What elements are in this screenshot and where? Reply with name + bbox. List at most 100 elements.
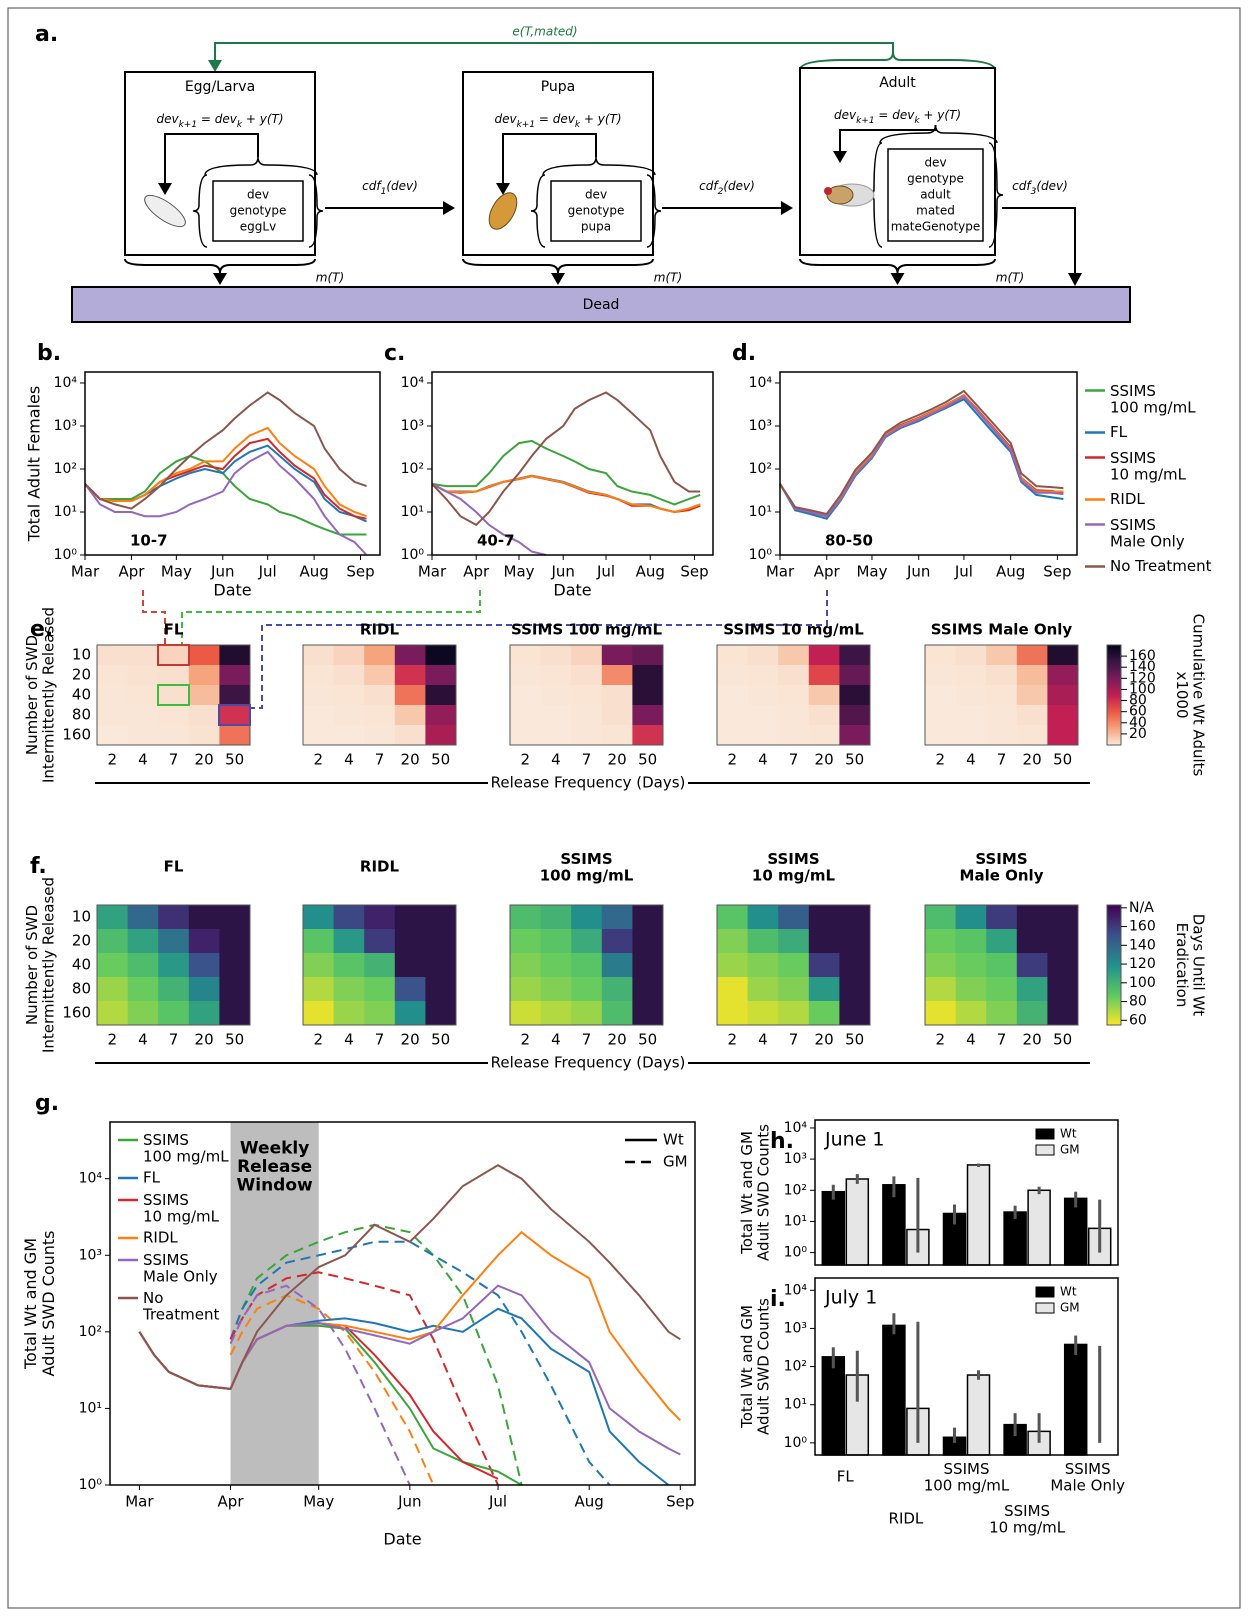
legend-label: SSIMS Male Only	[143, 1250, 218, 1285]
colorbar-slice	[1107, 710, 1121, 713]
panel-label: i.	[770, 1287, 786, 1312]
heat-cell	[219, 665, 251, 686]
heat-cell	[955, 977, 987, 1002]
heatmap-title: SSIMS 100 mg/mL	[540, 849, 634, 884]
heat-cell	[303, 665, 335, 686]
heat-cell	[955, 685, 987, 706]
colorbar-frame	[1106, 904, 1122, 1026]
heat-cell	[1016, 725, 1048, 746]
heat-cell	[394, 645, 426, 666]
heat-cell	[97, 953, 129, 978]
heat-cell	[717, 645, 749, 666]
y-tick-label: 10¹	[79, 1400, 102, 1416]
x-tick-label: 7	[169, 1031, 179, 1049]
x-tick-label: 50	[845, 751, 864, 769]
x-tick-label: 2	[936, 1031, 946, 1049]
y-tick-label: 10	[72, 908, 91, 926]
heat-cell	[601, 665, 633, 686]
bar	[821, 1190, 846, 1266]
heat-cell	[1016, 645, 1048, 666]
heat-cell	[127, 929, 159, 954]
colorbar-slice	[1107, 963, 1121, 966]
x-tick-label: 20	[401, 1031, 420, 1049]
heat-cell	[1047, 685, 1079, 706]
heat-cell	[1016, 953, 1048, 978]
colorbar-slice	[1107, 955, 1121, 958]
colorbar-slice	[1107, 965, 1121, 968]
colorbar-slice	[1107, 931, 1121, 934]
colorbar-slice	[1107, 708, 1121, 711]
heat-cell	[717, 685, 749, 706]
heat-cell	[601, 953, 633, 978]
x-tick-label: 7	[169, 751, 179, 769]
x-tick-label: 2	[314, 751, 324, 769]
formula-part: = dev	[535, 112, 576, 126]
colorbar-slice	[1107, 923, 1121, 926]
heat-cell	[97, 645, 129, 666]
heat-cell	[925, 1001, 957, 1026]
heatmap-frame	[302, 644, 457, 746]
transition-part: 1	[381, 187, 387, 197]
heat-cell	[188, 953, 220, 978]
heat-cell	[333, 977, 365, 1002]
label-backdrop	[488, 1053, 688, 1073]
y-axis-label: Number of SWDIntermittently Released	[22, 607, 57, 783]
state-attribute: genotype	[568, 204, 625, 218]
y-tick-label: 80	[72, 706, 91, 724]
colorbar-slice	[1107, 993, 1121, 996]
transition-arrow	[1002, 207, 1076, 275]
x-tick-label: Jul	[488, 1493, 507, 1511]
heat-cell	[127, 665, 159, 686]
formula-part: + y(T)	[242, 112, 283, 126]
y-tick-label: 10⁰	[749, 547, 773, 563]
series-line	[84, 454, 367, 536]
heatmap-title: FL	[164, 621, 184, 639]
colorbar-slice	[1107, 1013, 1121, 1016]
panel-label: c.	[384, 341, 405, 366]
heat-cell	[1047, 645, 1079, 666]
x-tick-label: Mar	[418, 563, 447, 581]
formula-part: k	[237, 120, 243, 130]
series-line	[84, 391, 367, 510]
heatmap-title: SSIMS 100 mg/mL	[511, 621, 662, 639]
heat-cell	[808, 665, 840, 686]
heat-cell	[601, 725, 633, 746]
heat-cell	[955, 725, 987, 746]
heatmap-title: RIDL	[360, 621, 400, 639]
heatmap-title: FL	[164, 858, 184, 876]
state-attribute: mateGenotype	[891, 220, 981, 234]
heat-cell	[601, 1001, 633, 1026]
heat-cell	[571, 665, 603, 686]
heat-cell	[425, 929, 457, 954]
fly-eye	[824, 187, 832, 195]
heat-cell	[571, 905, 603, 930]
colorbar-slice	[1107, 646, 1121, 649]
panel-label: g.	[35, 1091, 59, 1116]
feedback-label: e(T,mated)	[512, 25, 577, 39]
x-axis-label: Date	[553, 581, 591, 600]
colorbar-slice	[1107, 997, 1121, 1000]
x-tick-label: 4	[758, 1031, 768, 1049]
y-tick-label: 10⁰	[784, 1245, 808, 1261]
brace	[308, 174, 324, 248]
x-tick-label: 50	[1053, 1031, 1072, 1049]
colorbar-slice	[1107, 663, 1121, 666]
legend-swatch	[1035, 1302, 1055, 1314]
heat-cell	[364, 685, 396, 706]
heat-cell	[97, 977, 129, 1002]
heat-cell	[188, 929, 220, 954]
gm-line	[229, 1240, 611, 1486]
colorbar-slice	[1107, 917, 1121, 920]
x-tick-label: 4	[138, 1031, 148, 1049]
x-tick-label: 50	[638, 1031, 657, 1049]
heat-cell	[839, 977, 871, 1002]
heat-cell	[778, 645, 810, 666]
state-attribute: adult	[920, 188, 951, 202]
y-tick-label: 10⁰	[79, 1477, 103, 1493]
legend-label: RIDL	[1110, 490, 1145, 508]
heat-cell	[219, 645, 251, 666]
colorbar-slice	[1107, 705, 1121, 708]
heat-cell	[747, 1001, 779, 1026]
y-tick-label: 10	[72, 646, 91, 664]
colorbar-slice	[1107, 929, 1121, 932]
